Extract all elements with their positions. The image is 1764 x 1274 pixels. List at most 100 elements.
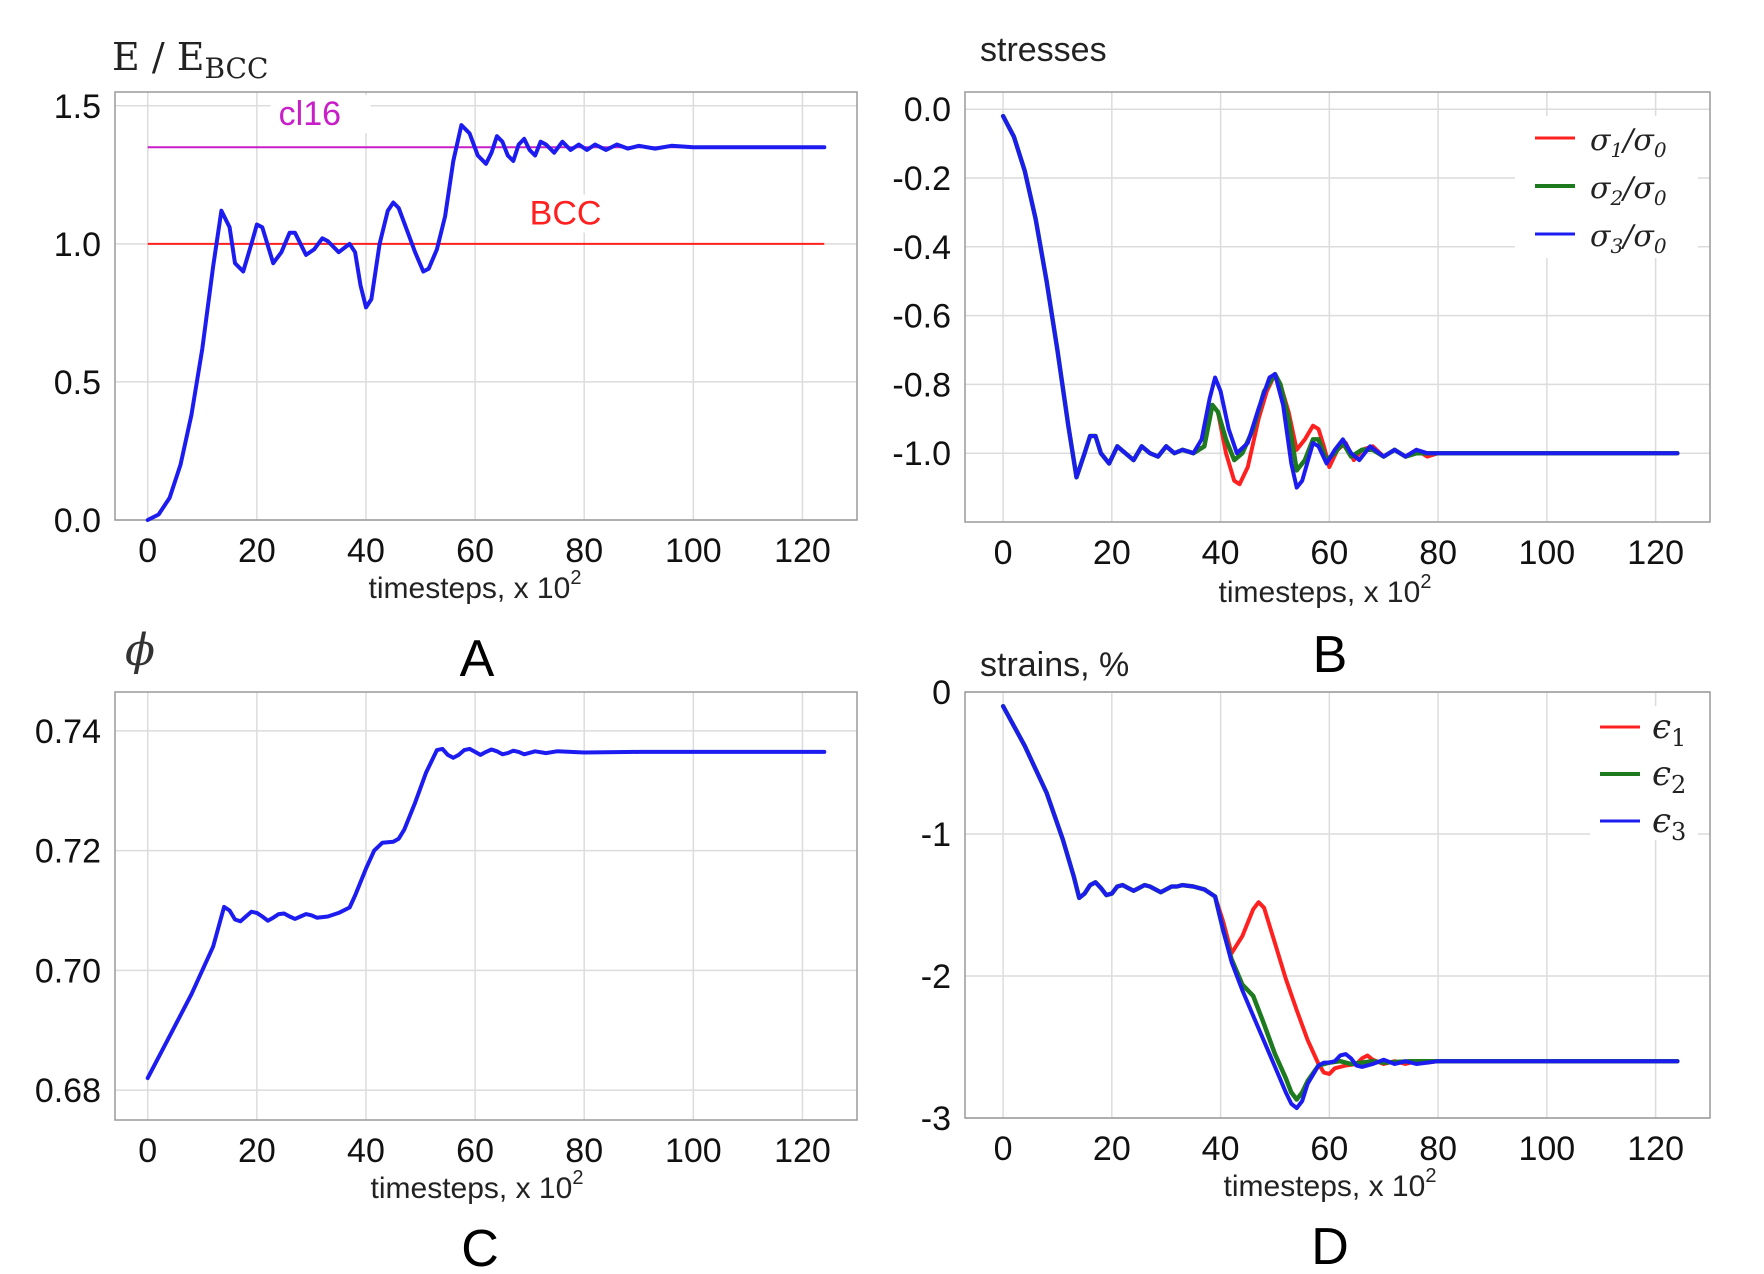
panel-d-x-tick-label: 80 <box>1419 1130 1457 1168</box>
panel-b-x-tick-label: 40 <box>1202 534 1240 572</box>
panel-a-x-tick-label: 80 <box>565 532 603 570</box>
panel-b-y-tick-label: -0.6 <box>892 298 951 336</box>
panel-b-legend-label-2: σ2/σ0 <box>1590 171 1667 210</box>
panel-b-x-tick-label: 60 <box>1310 534 1348 572</box>
panel-c-x-tick-label: 100 <box>665 1132 722 1170</box>
panel-a-reference-lines: cl16 BCC <box>147 95 825 245</box>
panel-d-x-tick-label: 0 <box>994 1130 1013 1168</box>
panel-b-x-tick-label: 120 <box>1627 534 1684 572</box>
panel-c-x-ticks: 0 20 40 60 80 100 120 <box>138 1132 831 1170</box>
panel-b-series <box>1000 113 1680 490</box>
panel-a-x-ticks: 0 20 40 60 80 100 120 <box>138 532 831 570</box>
panel-a-grid <box>115 92 857 521</box>
panel-c-y-tick-label: 0.74 <box>35 713 101 751</box>
panel-a-y-label: E / EBCC <box>112 35 268 85</box>
panel-d-x-label-exp: 2 <box>1425 1165 1436 1187</box>
panel-a-y-ticks: 0.0 0.5 1.0 1.5 <box>54 88 101 540</box>
panel-d-frame <box>964 691 1711 1119</box>
panel-a-reference-label-bg <box>521 194 601 233</box>
panel-c-x-label-exp: 2 <box>572 1167 583 1189</box>
panel-a-x-tick-label: 100 <box>665 532 722 570</box>
panel-b-x-ticks: 0 20 40 60 80 100 120 <box>994 534 1684 572</box>
panel-a-x-label-main: timesteps, x 10 <box>369 572 571 605</box>
panel-d-x-label-main: timesteps, x 10 <box>1224 1170 1426 1203</box>
panel-b-y-tick-label: -0.2 <box>892 160 951 198</box>
panel-c-x-tick-label: 0 <box>138 1132 157 1170</box>
panel-b-y-ticks: 0.0 -0.2 -0.4 -0.6 -0.8 -1.0 <box>892 91 951 473</box>
panel-a-frame <box>114 91 858 521</box>
panel-b-frame <box>964 91 1711 523</box>
panel-a-x-tick-label: 0 <box>138 532 157 570</box>
panel-d-series-line-2 <box>1000 703 1680 1102</box>
panel-b-y-tick-label: -1.0 <box>892 435 951 473</box>
panel-b-x-tick-label: 20 <box>1093 534 1131 572</box>
panel-d-series <box>1000 703 1680 1111</box>
panel-c-y-tick-label: 0.68 <box>35 1072 101 1110</box>
panel-c-x-tick-label: 20 <box>238 1132 276 1170</box>
panel-c-y-tick-label: 0.70 <box>35 952 101 990</box>
panel-b-x-tick-label: 0 <box>994 534 1013 572</box>
panel-d-legend-label-3: ϵ3 <box>1652 801 1686 846</box>
panel-d-y-tick-label: -3 <box>921 1100 951 1138</box>
panel-c-series <box>145 746 827 1081</box>
panel-b-x-label: timesteps, x 102 <box>1219 571 1432 609</box>
panel-d-legend: ϵ1 ϵ2 ϵ3 <box>1590 706 1698 846</box>
panel-a-y-tick-label: 1.0 <box>54 226 101 264</box>
panel-c-y-label: ϕ <box>125 625 155 676</box>
panel-a-reference-label-cl16: cl16 <box>279 95 341 133</box>
panel-c-x-tick-label: 60 <box>456 1132 494 1170</box>
panel-d-y-tick-label: -2 <box>921 958 951 996</box>
panel-d-legend-label-2: ϵ2 <box>1652 754 1686 799</box>
panel-a-y-tick-label: 1.5 <box>54 88 101 126</box>
panel-b-x-label-exp: 2 <box>1420 571 1431 593</box>
panel-d-y-label-unit: % <box>1099 646 1129 684</box>
panel-c-y-tick-label: 0.72 <box>35 833 101 871</box>
panel-a-x-tick-label: 120 <box>774 532 831 570</box>
panel-b-legend-label-1: σ1/σ0 <box>1590 123 1667 162</box>
panel-d-x-label: timesteps, x 102 <box>1224 1165 1437 1203</box>
panel-b-y-tick-label: -0.8 <box>892 366 951 404</box>
panel-c-x-tick-label: 120 <box>774 1132 831 1170</box>
panel-c-series-line-1 <box>145 746 827 1081</box>
panel-a-x-tick-label: 60 <box>456 532 494 570</box>
panel-c-y-ticks: 0.68 0.70 0.72 0.74 <box>35 713 101 1110</box>
panel-d-legend-label-1: ϵ1 <box>1652 707 1686 752</box>
panel-d-x-tick-label: 120 <box>1627 1130 1684 1168</box>
panel-d-series-line-3 <box>1001 704 1680 1111</box>
panel-a-reference-label-bg <box>270 95 371 134</box>
panel-b-x-label-main: timesteps, x 10 <box>1219 576 1421 609</box>
panel-d-x-tick-label: 60 <box>1310 1130 1348 1168</box>
panel-a-x-label: timesteps, x 102 <box>369 567 582 605</box>
panel-b: 0 20 40 60 80 100 120 0.0-0.2-0.4-0.6-0.8-1.0 … <box>892 31 1711 684</box>
panel-b-x-tick-label: 100 <box>1518 534 1575 572</box>
panel-a-y-label-sub: BCC <box>204 52 268 85</box>
panel-c-x-tick-label: 80 <box>565 1132 603 1170</box>
panel-a: cl16 BCC 0 20 40 60 80 100 120 0.0 0.5 1.0 1.5 E /… <box>54 35 858 688</box>
panel-a-reference-label-bcc: BCC <box>530 195 602 233</box>
panel-c-grid <box>115 692 857 1120</box>
panel-a-x-label-exp: 2 <box>570 567 581 589</box>
panel-a-y-label-main: E / E <box>112 35 204 79</box>
panel-d-y-tick-label: 0 <box>932 674 951 712</box>
panel-a-series-line-1 <box>145 123 827 522</box>
panel-a-y-tick-label: 0.0 <box>54 502 101 540</box>
panel-c-x-label-main: timesteps, x 10 <box>371 1172 573 1205</box>
panel-b-legend: σ1/σ0 σ2/σ0 σ3/σ0 <box>1515 116 1698 258</box>
panel-d: 0 20 40 60 80 100 120 0 -1 -2 -3 strains, % ϵ1 ϵ2… <box>921 646 1711 1274</box>
panel-b-y-label: stresses <box>980 31 1107 69</box>
panel-d-y-label: strains, % <box>980 646 1129 684</box>
panel-b-x-tick-label: 80 <box>1419 534 1457 572</box>
panel-a-series <box>145 123 827 522</box>
panel-a-y-tick-label: 0.5 <box>54 364 101 402</box>
panel-c-frame <box>114 691 858 1121</box>
panel-b-y-tick-label: 0.0 <box>904 91 951 129</box>
panel-d-x-tick-label: 40 <box>1202 1130 1240 1168</box>
panel-d-y-label-main: strains <box>980 646 1080 684</box>
panel-c-x-label: timesteps, x 102 <box>371 1167 584 1205</box>
panel-b-legend-label-3: σ3/σ0 <box>1590 219 1667 258</box>
panel-b-label: B <box>1313 626 1348 684</box>
panel-a-x-tick-label: 40 <box>347 532 385 570</box>
panel-a-label: A <box>460 630 495 688</box>
panel-b-y-tick-label: -0.4 <box>892 229 951 267</box>
